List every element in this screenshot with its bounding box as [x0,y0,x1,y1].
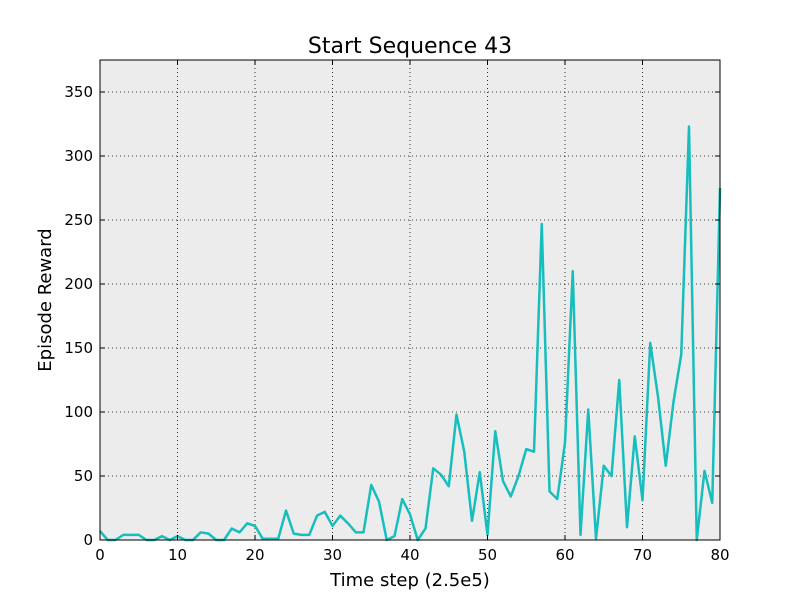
y-tick-label: 200 [64,275,93,293]
x-tick-label: 60 [555,546,574,564]
y-tick-label: 100 [64,403,93,421]
x-tick-label: 70 [633,546,652,564]
x-tick-label: 80 [710,546,729,564]
x-tick-label: 20 [245,546,264,564]
x-tick-label: 10 [168,546,187,564]
x-tick-label: 0 [95,546,105,564]
series-line [99,125,722,542]
y-tick-label: 300 [64,147,93,165]
y-tick-label: 350 [64,83,93,101]
y-tick-label: 250 [64,211,93,229]
x-tick-label: 50 [478,546,497,564]
y-tick-label: 150 [64,339,93,357]
series-layer [99,125,722,542]
y-axis-label: Episode Reward [35,228,56,371]
x-tick-label: 30 [323,546,342,564]
y-tick-label: 50 [74,467,93,485]
axis-ticks: 0 10 20 30 40 50 60 70 80 0 50 100 150 200 250 300 350 [64,60,730,564]
y-tick-label: 0 [83,531,93,549]
chart-title: Start Sequence 43 [308,34,512,59]
x-axis-label: Time step (2.5e5) [329,570,490,591]
x-tick-label: 40 [400,546,419,564]
